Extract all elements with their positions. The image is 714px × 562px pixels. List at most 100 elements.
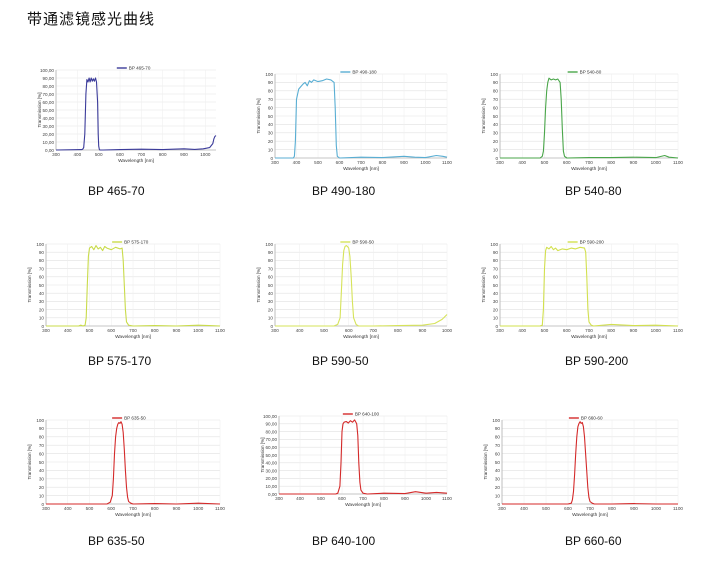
y-axis-label: Transmission [%] — [483, 444, 488, 479]
y-tick-label: 10 — [495, 493, 501, 498]
y-tick-label: 30 — [268, 131, 274, 136]
y-tick-label: 70 — [39, 443, 45, 448]
y-tick-label: 20,00 — [43, 132, 55, 137]
y-tick-label: 90 — [493, 80, 499, 85]
y-tick-label: 100 — [490, 72, 498, 77]
x-tick-label: 900 — [630, 328, 638, 333]
y-tick-label: 30 — [493, 131, 499, 136]
x-tick-label: 700 — [137, 152, 145, 157]
y-tick-label: 0,00 — [45, 148, 54, 153]
series-line-bp-540-80 — [500, 77, 679, 159]
x-tick-label: 900 — [630, 506, 638, 511]
y-tick-label: 10 — [268, 316, 274, 321]
y-tick-label: 80 — [39, 435, 45, 440]
chart-caption: BP 590-200 — [565, 354, 629, 368]
y-tick-label: 0 — [495, 156, 498, 161]
y-tick-label: 40,00 — [43, 116, 55, 121]
x-tick-label: 600 — [107, 328, 115, 333]
x-tick-label: 400 — [518, 160, 526, 165]
chart-panel-bp-590-200: 100 90 80 70 60 50 40 30 20 10 0 300 400 500 600 700 800… — [480, 236, 685, 340]
x-tick-label: 400 — [73, 152, 81, 157]
x-tick-label: 400 — [518, 328, 526, 333]
y-tick-label: 80 — [495, 435, 501, 440]
x-axis-label: Wavelength [nm] — [572, 512, 608, 518]
y-tick-label: 60 — [493, 105, 499, 110]
x-tick-label: 300 — [271, 328, 279, 333]
y-tick-label: 20 — [39, 307, 45, 312]
x-tick-label: 400 — [64, 328, 72, 333]
series-line-bp-465-70 — [55, 77, 217, 151]
y-tick-label: 100 — [265, 242, 273, 247]
x-tick-label: 300 — [42, 506, 50, 511]
y-tick-label: 10 — [39, 493, 45, 498]
x-tick-label: 900 — [173, 328, 181, 333]
legend-label: BP 490-180 — [352, 70, 377, 75]
page-title: 带通滤镜感光曲线 — [27, 10, 156, 28]
x-tick-label: 500 — [542, 506, 550, 511]
x-tick-label: 1100 — [673, 506, 683, 511]
y-tick-label: 70,00 — [266, 437, 278, 442]
chart-panel-bp-490-180: 100 90 80 70 60 50 40 30 20 10 0 300 400 500 600 700 800… — [255, 66, 455, 172]
x-tick-label: 400 — [293, 160, 301, 165]
y-tick-label: 40 — [495, 468, 501, 473]
y-tick-label: 30 — [39, 299, 45, 304]
y-tick-label: 0 — [41, 324, 44, 329]
y-tick-label: 100 — [490, 242, 498, 247]
y-tick-label: 70 — [268, 266, 274, 271]
y-tick-label: 20 — [493, 139, 499, 144]
x-tick-label: 600 — [345, 328, 353, 333]
y-tick-label: 60,00 — [266, 445, 278, 450]
x-tick-label: 500 — [86, 506, 94, 511]
x-tick-label: 800 — [394, 328, 402, 333]
y-tick-label: 60 — [268, 275, 274, 280]
x-axis-label: Wavelength [nm] — [343, 334, 379, 340]
y-tick-label: 30,00 — [266, 468, 278, 473]
x-tick-label: 400 — [296, 496, 304, 501]
y-tick-label: 30 — [39, 477, 45, 482]
legend-label: BP 635-50 — [124, 416, 146, 421]
x-tick-label: 1000 — [651, 506, 662, 511]
x-tick-label: 700 — [586, 506, 594, 511]
y-tick-label: 50 — [39, 460, 45, 465]
y-tick-label: 50,00 — [266, 453, 278, 458]
x-tick-label: 900 — [180, 152, 188, 157]
x-tick-label: 900 — [401, 496, 409, 501]
x-tick-label: 600 — [563, 328, 571, 333]
x-tick-label: 400 — [520, 506, 528, 511]
x-tick-label: 500 — [317, 496, 325, 501]
y-axis-label: Transmission [%] — [27, 267, 32, 302]
x-tick-label: 500 — [320, 328, 328, 333]
chart-caption: BP 590-50 — [312, 354, 369, 368]
x-tick-label: 700 — [129, 506, 137, 511]
y-tick-label: 50 — [268, 114, 274, 119]
x-tick-label: 300 — [498, 506, 506, 511]
y-axis-label: Transmission [%] — [481, 267, 486, 302]
x-tick-label: 1000 — [421, 496, 432, 501]
x-tick-label: 400 — [296, 328, 304, 333]
x-tick-label: 500 — [95, 152, 103, 157]
y-tick-label: 60 — [39, 451, 45, 456]
x-tick-label: 900 — [400, 160, 408, 165]
x-tick-label: 700 — [359, 496, 367, 501]
x-tick-label: 700 — [129, 328, 137, 333]
x-axis-label: Wavelength [nm] — [345, 502, 381, 508]
x-tick-label: 1100 — [215, 328, 225, 333]
chart-caption: BP 575-170 — [88, 354, 152, 368]
x-axis-label: Wavelength [nm] — [118, 158, 154, 164]
x-tick-label: 700 — [357, 160, 365, 165]
y-tick-label: 100 — [265, 72, 273, 77]
y-tick-label: 40 — [268, 291, 274, 296]
x-tick-label: 600 — [563, 160, 571, 165]
y-tick-label: 60 — [495, 451, 501, 456]
x-tick-label: 400 — [64, 506, 72, 511]
y-tick-label: 40,00 — [266, 461, 278, 466]
y-axis-label: Transmission [%] — [481, 98, 486, 133]
y-tick-label: 70 — [39, 266, 45, 271]
x-tick-label: 600 — [116, 152, 124, 157]
y-tick-label: 90 — [493, 250, 499, 255]
y-axis-label: Transmission [%] — [260, 437, 265, 472]
x-tick-label: 1000 — [442, 328, 453, 333]
y-tick-label: 0 — [270, 156, 273, 161]
